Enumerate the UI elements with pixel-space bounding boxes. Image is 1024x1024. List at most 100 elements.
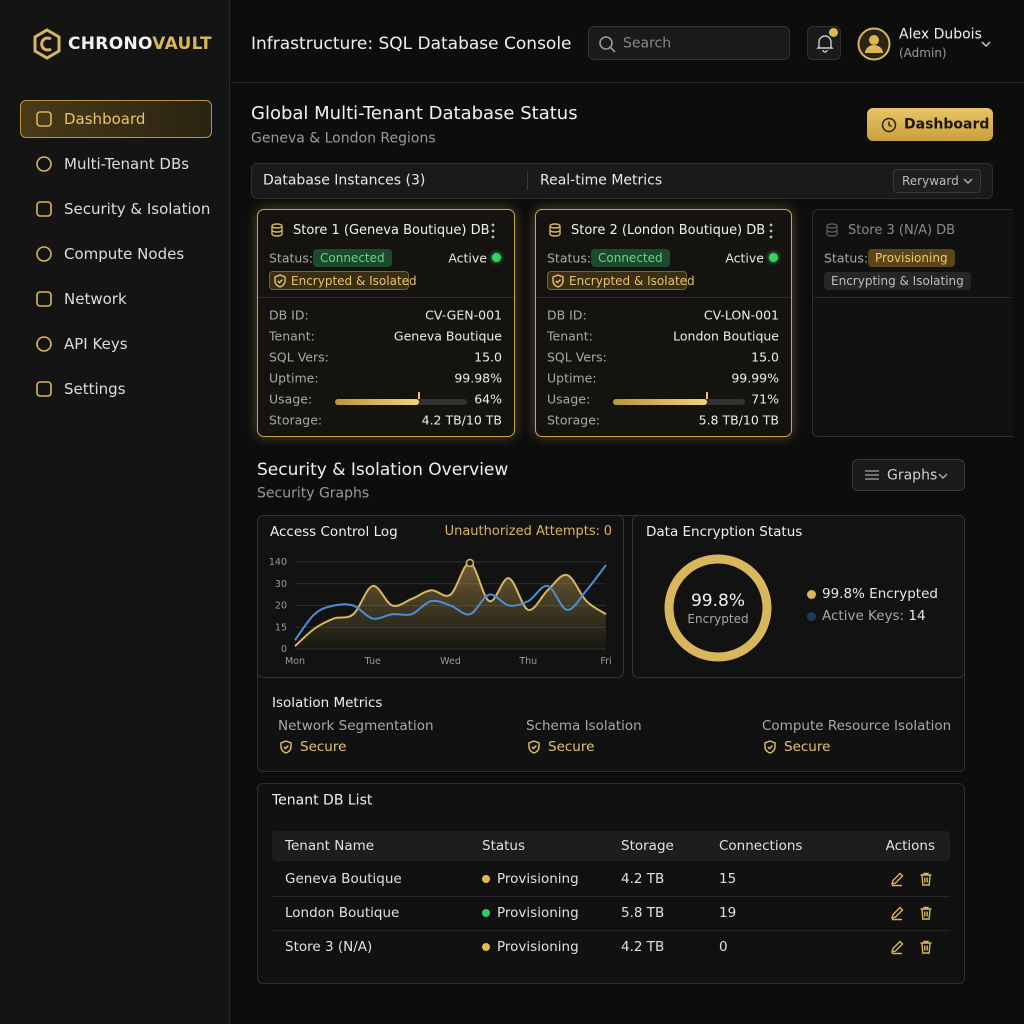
metrics-tab: Real-time Metrics	[540, 172, 663, 189]
nav-item: Security & Isolation	[64, 200, 211, 218]
tenant-title: Tenant DB List	[272, 792, 373, 809]
db-icon-shape	[549, 223, 561, 237]
row-divider	[272, 930, 950, 931]
menu-dot	[769, 229, 773, 233]
card-divider	[813, 297, 1012, 298]
field-label: SQL Vers:	[547, 349, 607, 365]
legend-entry: 99.8% Encrypted	[822, 586, 938, 602]
card-menu[interactable]	[767, 222, 775, 240]
status-pill: Provisioning	[868, 249, 955, 267]
edit-button[interactable]	[889, 939, 905, 955]
nav-icon[interactable]	[35, 380, 53, 398]
overview-subtitle: Geneva & London Regions	[251, 130, 436, 147]
isolation-title: Isolation Metrics	[272, 694, 383, 711]
search-icon	[599, 36, 616, 53]
delete-button[interactable]	[918, 939, 934, 955]
field-value: 5.8 TB/10 TB	[698, 412, 779, 428]
nav-icon[interactable]	[35, 290, 53, 308]
field-label: Uptime:	[269, 370, 319, 386]
attempts-value: 0	[603, 524, 612, 540]
usage-bar	[335, 399, 420, 405]
encryption-donut	[664, 554, 772, 662]
tenant-name: Store 3 (N/A)	[285, 938, 373, 955]
usage-marker	[705, 392, 708, 399]
nav-icon[interactable]	[35, 110, 53, 128]
menu-dot	[491, 229, 495, 233]
chevron[interactable]	[962, 175, 974, 187]
field-value: 71%	[751, 391, 779, 407]
shield-icon	[280, 740, 292, 754]
nav-active[interactable]	[20, 100, 212, 138]
chevron-shape	[938, 473, 948, 480]
nav-icon[interactable]	[35, 200, 53, 218]
chevron-shape	[963, 178, 973, 185]
shield-shape	[280, 740, 292, 754]
tab-divider	[527, 172, 528, 190]
tenant-status: Provisioning	[497, 904, 579, 921]
isolation-name: Compute Resource Isolation	[762, 717, 952, 734]
search-handle	[609, 46, 616, 53]
field-label: Usage:	[547, 391, 591, 407]
card-title: Store 2 (London Boutique) DB	[571, 223, 766, 239]
search-glass	[599, 36, 613, 50]
graphs-button[interactable]	[852, 459, 965, 491]
tenant-name: Geneva Boutique	[285, 870, 402, 887]
isolation-name: Schema Isolation	[526, 717, 642, 734]
x-tick-label: Mon	[285, 656, 305, 667]
card-menu[interactable]	[489, 222, 497, 240]
encryption-title: Data Encryption Status	[646, 523, 803, 540]
nav-item: Settings	[64, 380, 126, 398]
nav-icon-shape	[36, 201, 52, 217]
bell-shape	[816, 35, 834, 53]
legend-label: Active Keys:	[822, 607, 905, 624]
status-dot	[482, 943, 490, 951]
edit-button[interactable]	[889, 905, 905, 921]
db-icon-shape	[826, 223, 838, 237]
nav-icon[interactable]	[35, 155, 53, 173]
tenant-storage: 4.2 TB	[621, 870, 665, 887]
delete-button[interactable]	[918, 905, 934, 921]
badge-label: Encrypted & Isolated	[569, 273, 695, 288]
tenant-connections: 15	[719, 870, 737, 887]
menu-dot	[769, 235, 773, 239]
nav-icon[interactable]	[35, 245, 53, 263]
usage-marker	[418, 392, 421, 399]
tenant-name: London Boutique	[285, 904, 400, 921]
sidebar	[0, 0, 230, 1024]
overview-button-label: Dashboard	[904, 116, 990, 133]
status-pill: Connected	[591, 249, 670, 267]
y-tick-label: 20	[275, 601, 287, 612]
clock-icon	[881, 117, 897, 133]
delete-button[interactable]	[918, 871, 934, 887]
user-role: (Admin)	[899, 45, 947, 60]
column-header: Storage	[621, 837, 674, 854]
field-label: Tenant:	[547, 328, 593, 344]
field-value: 64%	[474, 391, 502, 407]
x-tick-label: Thu	[518, 656, 537, 667]
avatar[interactable]	[857, 27, 891, 61]
edit-button[interactable]	[889, 871, 905, 887]
nav-item: Network	[64, 290, 127, 308]
overview-button[interactable]	[867, 108, 993, 141]
legend-value: 14	[908, 607, 926, 624]
nav-icon[interactable]	[35, 335, 53, 353]
security-subtitle: Security Graphs	[257, 485, 370, 502]
shield-shape	[274, 274, 286, 288]
chevron[interactable]	[980, 38, 992, 50]
bell-icon	[816, 35, 834, 53]
donut-value: 99.8%	[690, 590, 746, 611]
field-value: Geneva Boutique	[393, 328, 502, 344]
search-box[interactable]	[588, 26, 790, 60]
status-label: Status:	[824, 250, 869, 266]
db-card[interactable]	[812, 209, 1013, 437]
row-divider	[272, 896, 950, 897]
status-label: Status:	[547, 250, 592, 266]
field-label: Usage:	[269, 391, 313, 407]
x-tick-label: Fri	[600, 656, 611, 667]
card-divider	[536, 297, 791, 298]
x-tick-label: Tue	[364, 656, 381, 667]
chevron[interactable]	[937, 470, 949, 482]
delete-icon	[920, 940, 932, 954]
card-title: Store 3 (N/A) DB	[848, 223, 956, 239]
shield-shape	[528, 740, 540, 754]
